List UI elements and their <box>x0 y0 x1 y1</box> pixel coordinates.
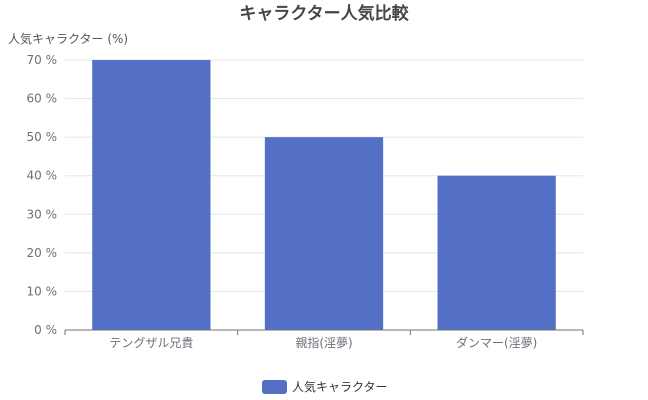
x-tick-label: テングザル兄貴 <box>109 336 193 350</box>
y-tick-label: 40 % <box>27 169 58 183</box>
bar[interactable] <box>437 175 556 330</box>
legend-swatch[interactable] <box>262 380 287 394</box>
chart-title: キャラクター人気比較 <box>239 3 409 24</box>
y-tick-label: 70 % <box>27 53 58 67</box>
bar[interactable] <box>264 137 384 330</box>
legend[interactable]: 人気キャラクター <box>262 379 388 394</box>
y-tick-label: 0 % <box>34 323 57 337</box>
y-tick-label: 20 % <box>27 246 58 260</box>
y-tick-label: 50 % <box>27 130 58 144</box>
y-tick-label: 30 % <box>27 207 58 221</box>
x-tick-label: 親指(淫夢) <box>295 335 352 350</box>
x-tick-label: ダンマー(淫夢) <box>456 335 537 350</box>
legend-label[interactable]: 人気キャラクター <box>292 379 388 394</box>
y-tick-label: 10 % <box>27 284 58 298</box>
bars <box>92 60 556 330</box>
y-tick-label: 60 % <box>27 92 58 106</box>
x-axis <box>64 329 584 335</box>
bar[interactable] <box>92 60 211 330</box>
y-axis-title: 人気キャラクター (%) <box>8 31 128 46</box>
x-axis-ticks: テングザル兄貴 親指(淫夢) ダンマー(淫夢) <box>109 335 537 350</box>
y-axis-ticks: 0 % 10 % 20 % 30 % 40 % 50 % 60 % 70 % <box>27 53 58 337</box>
